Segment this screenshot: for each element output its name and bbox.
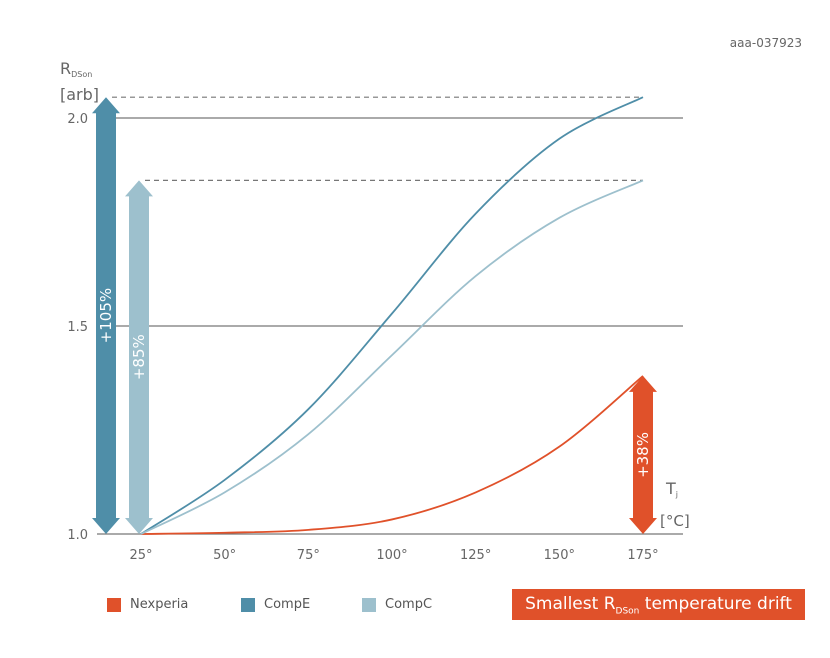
y-axis-label: RDSon xyxy=(60,59,92,79)
x-axis-unit: [°C] xyxy=(660,512,690,530)
y-tick-label: 1.0 xyxy=(67,528,88,543)
x-tick-label: 50° xyxy=(213,548,236,563)
x-tick-label: 175° xyxy=(627,548,658,563)
range-arrow-compc xyxy=(125,180,153,534)
banner-suffix: temperature drift xyxy=(639,594,792,614)
banner-sub: DSon xyxy=(615,606,640,617)
legend-label: CompE xyxy=(264,597,311,612)
x-axis-label: Tj xyxy=(665,479,678,499)
x-tick-label: 25° xyxy=(129,548,152,563)
y-tick-label: 1.5 xyxy=(67,320,88,335)
range-arrow-compe xyxy=(92,97,120,534)
figure-code: aaa-037923 xyxy=(729,36,802,50)
legend-item-compe: CompE xyxy=(241,597,310,612)
range-arrow-nexperia xyxy=(629,375,657,534)
x-tick-label: 75° xyxy=(297,548,320,563)
y-tick-label: 2.0 xyxy=(67,112,88,127)
range-arrow-label: +85% xyxy=(130,334,148,380)
legend-label: Nexperia xyxy=(130,597,189,612)
series-line-compc xyxy=(140,179,644,535)
legend-item-nexperia: Nexperia xyxy=(107,597,188,612)
range-arrow-label: +105% xyxy=(97,288,115,343)
range-arrow-label: +38% xyxy=(634,432,652,478)
x-tick-label: 125° xyxy=(460,548,491,563)
x-tick-label: 100° xyxy=(376,548,407,563)
series-line-compe xyxy=(140,96,644,535)
y-axis-unit: [arb] xyxy=(60,85,99,104)
legend-swatch xyxy=(362,597,376,612)
legend-item-compc: CompC xyxy=(362,597,432,612)
x-tick-label: 150° xyxy=(544,548,575,563)
series-line-nexperia xyxy=(140,375,644,535)
banner-prefix: Smallest R xyxy=(525,594,616,614)
legend-label: CompC xyxy=(385,597,433,612)
legend-swatch xyxy=(241,597,255,612)
banner: Smallest RDSon temperature drift xyxy=(512,589,805,620)
legend-swatch xyxy=(107,597,121,612)
